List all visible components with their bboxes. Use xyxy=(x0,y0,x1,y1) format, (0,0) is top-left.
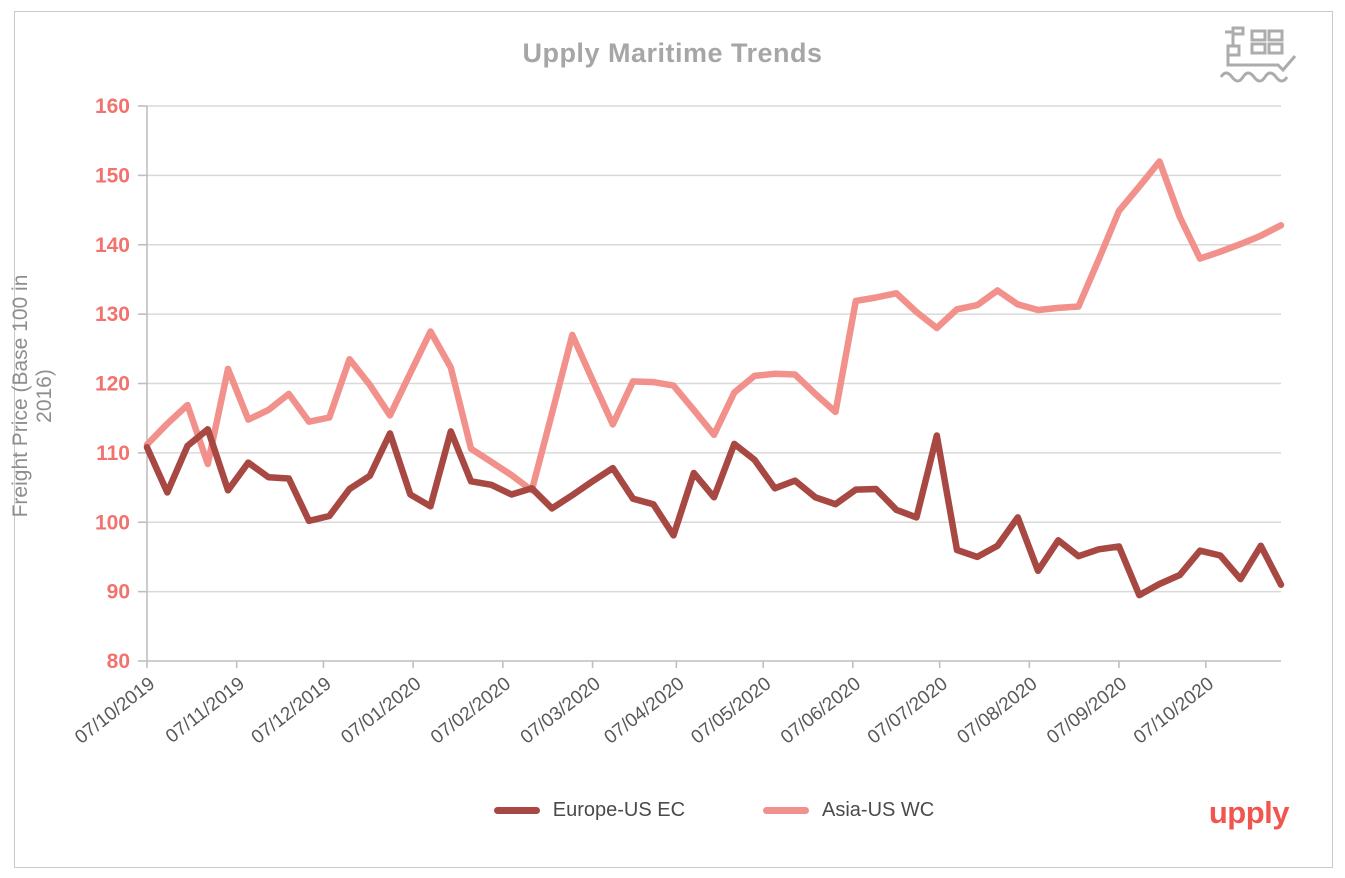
x-tick-label: 07/07/2020 xyxy=(864,673,952,748)
x-tick-label: 07/01/2020 xyxy=(337,673,425,748)
series-line-asia-us-wc xyxy=(143,158,1285,494)
y-tick-label: 100 xyxy=(95,511,130,534)
legend-label-asia-us-wc: Asia-US WC xyxy=(822,799,935,821)
x-tick-label: 07/03/2020 xyxy=(517,673,605,748)
y-tick-label: 110 xyxy=(96,442,130,465)
x-tick-label: 07/09/2020 xyxy=(1043,673,1131,748)
x-tick-label: 07/10/2019 xyxy=(71,673,159,748)
x-tick-label: 07/05/2020 xyxy=(687,673,775,748)
y-tick-label: 130 xyxy=(95,303,130,326)
legend-label-europe-us-ec: Europe-US EC xyxy=(552,799,686,821)
chart-legend: Europe-US EC Asia-US WC xyxy=(147,799,1281,822)
legend-swatch-europe-us-ec xyxy=(493,807,540,814)
chart-title: Upply Maritime Trends xyxy=(522,38,823,68)
y-tick-label: 160 xyxy=(95,95,130,118)
legend-item-asia-us-wc: Asia-US WC xyxy=(763,799,934,822)
x-tick-label: 07/02/2020 xyxy=(427,673,515,748)
x-tick-label: 07/11/2019 xyxy=(162,673,249,747)
legend-item-europe-us-ec: Europe-US EC xyxy=(493,799,686,822)
x-tick-label: 07/06/2020 xyxy=(777,673,865,748)
x-tick-label: 07/08/2020 xyxy=(954,673,1042,748)
cargo-ship-icon-svg xyxy=(1219,26,1297,83)
chart-card xyxy=(14,11,1333,868)
x-tick-label: 07/12/2019 xyxy=(248,673,336,748)
upply-logo: upply xyxy=(1208,795,1290,830)
series-line-europe-us-ec xyxy=(143,426,1285,599)
y-tick-label: 80 xyxy=(107,650,130,673)
y-tick-label: 140 xyxy=(95,234,130,257)
y-tick-label: 150 xyxy=(95,164,130,187)
y-tick-label: 120 xyxy=(95,373,130,396)
x-tick-label: 07/04/2020 xyxy=(601,673,689,748)
cargo-ship-icon xyxy=(1216,22,1298,84)
y-tick-label: 90 xyxy=(107,581,130,604)
x-tick-label: 07/10/2020 xyxy=(1130,673,1218,748)
legend-swatch-asia-us-wc xyxy=(763,807,810,814)
